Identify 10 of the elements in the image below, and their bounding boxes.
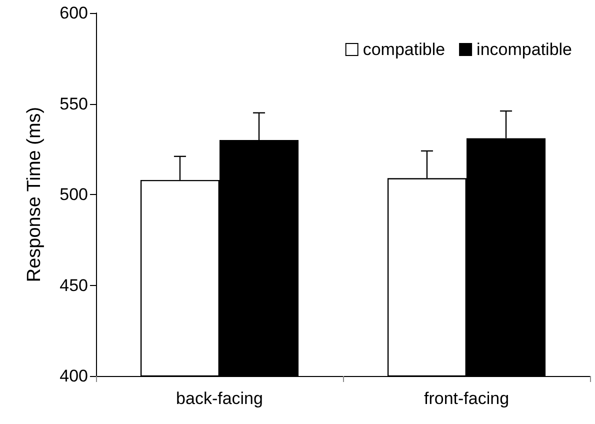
legend-label: incompatible [476,40,572,59]
x-tick-label: front-facing [424,389,510,408]
y-axis-title: Response Time (ms) [24,106,45,282]
y-tick-label: 550 [60,94,88,114]
y-tick-label: 450 [60,276,88,295]
y-tick-label: 400 [60,366,88,386]
y-tick-label: 600 [60,4,88,22]
legend-label: compatible [362,40,446,59]
x-tick-label: back-facing [176,389,263,408]
y-tick-label: 500 [60,185,88,204]
